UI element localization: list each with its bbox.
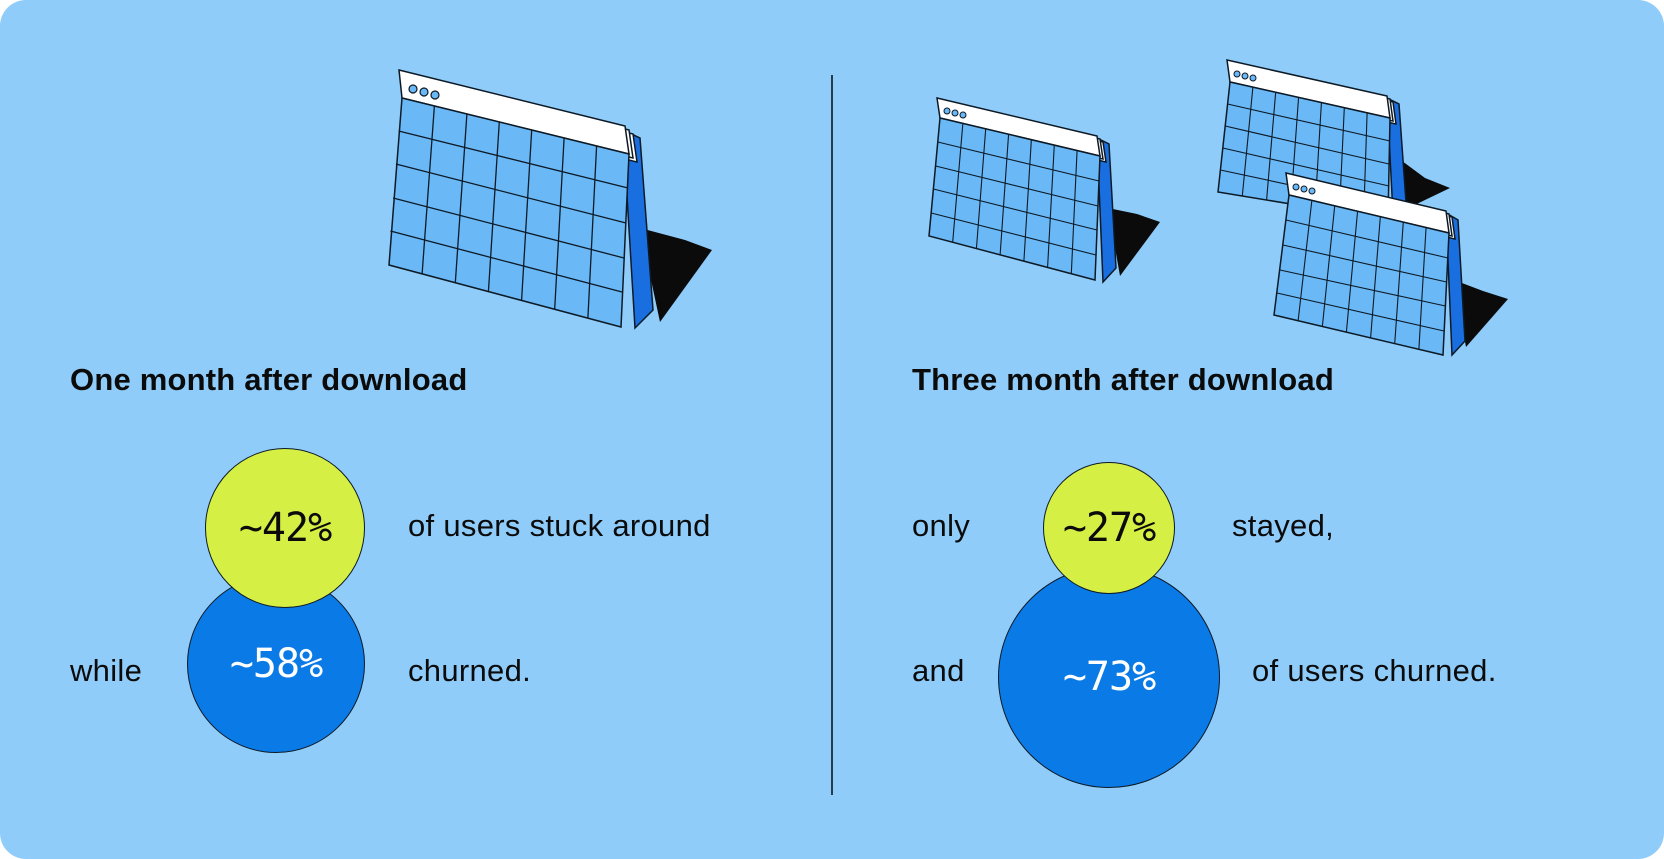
calendar-icon bbox=[928, 97, 1160, 284]
right-churned-text: of users churned. bbox=[1252, 653, 1497, 688]
left-panel-heading: One month after download bbox=[70, 362, 468, 397]
retained-percentage-bubble: ~42% bbox=[205, 448, 365, 608]
left-churned-text: churned. bbox=[408, 653, 532, 688]
churned-percentage-bubble: ~58% bbox=[187, 575, 365, 753]
panel-divider bbox=[831, 75, 833, 795]
right-retained-text: stayed, bbox=[1232, 508, 1335, 543]
right-churn-prefix: and bbox=[912, 653, 965, 688]
left-churn-prefix: while bbox=[70, 653, 143, 688]
left-retained-text: of users stuck around bbox=[408, 508, 711, 543]
right-retained-prefix: only bbox=[912, 508, 971, 543]
retained-percentage-bubble: ~27% bbox=[1043, 462, 1175, 594]
right-panel-heading: Three month after download bbox=[912, 362, 1334, 397]
churned-percentage-bubble: ~73% bbox=[998, 566, 1220, 788]
calendar-icon bbox=[388, 69, 712, 330]
calendar-icon bbox=[1273, 172, 1508, 357]
calendar-icon bbox=[1217, 59, 1450, 221]
